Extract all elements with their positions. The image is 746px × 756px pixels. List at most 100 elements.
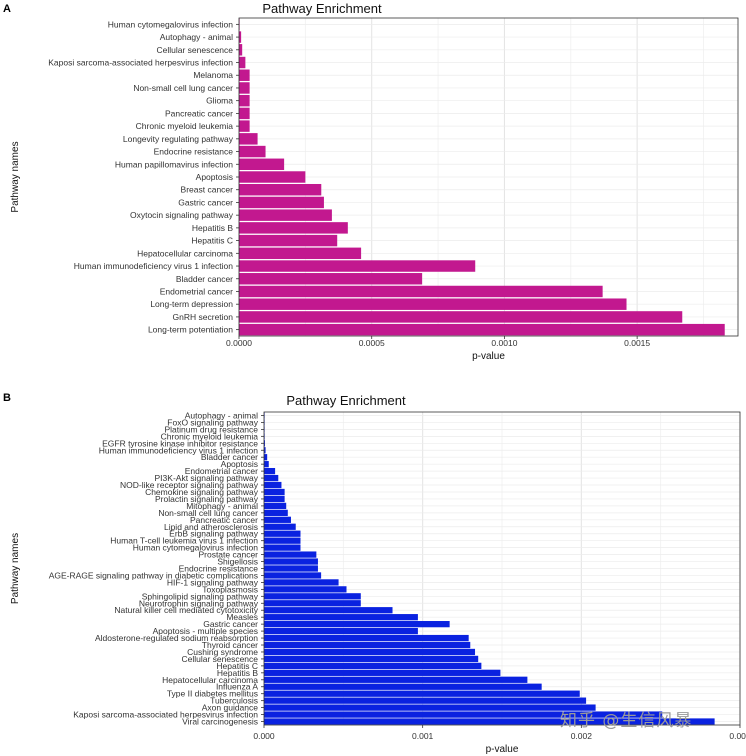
panel-a-bar xyxy=(239,196,324,209)
panel-b-category-label: Viral carcinogenesis xyxy=(182,717,258,727)
panel-a-category-label: Gastric cancer xyxy=(178,197,233,207)
panel-b-category-label: Chronic myeloid leukemia xyxy=(161,431,259,441)
panel-a-bar xyxy=(239,171,306,183)
panel-b-bar xyxy=(264,627,418,635)
panel-b-category-label: Hepatitis B xyxy=(217,668,258,678)
panel-b-bar xyxy=(264,614,418,621)
panel-a-bar xyxy=(239,311,683,323)
panel-b-category-label: HIF-1 signaling pathway xyxy=(167,577,259,587)
panel-b-bar xyxy=(264,634,469,642)
panel-b-plot-border xyxy=(263,411,741,726)
panel-b-bar xyxy=(264,662,482,670)
panel-a-category-label: Autophagy - animal xyxy=(160,32,233,42)
panel-b-bar xyxy=(264,454,268,461)
panel-a-category-label: Melanoma xyxy=(193,70,233,80)
panel-a-bar xyxy=(239,209,332,221)
panel-a-bar xyxy=(239,222,348,234)
panel-b-category-label: Platinum drug resistance xyxy=(164,424,258,434)
panel-b-category-label: Human cytomegalovirus infection xyxy=(133,543,258,553)
panel-b-bar xyxy=(264,683,542,690)
panel-b-bar xyxy=(264,648,476,656)
panel-b-bar xyxy=(264,690,580,697)
panel-b-label: B xyxy=(3,392,11,404)
panel-b-bar xyxy=(264,586,347,593)
panel-a-bar xyxy=(239,183,322,196)
panel-a-category-label: Bladder cancer xyxy=(176,274,233,284)
panel-a-bar xyxy=(239,298,627,310)
panel-b-category-label: EGFR tyrosine kinase inhibitor resistanc… xyxy=(102,438,258,448)
panel-b-xtick-label: 0.003 xyxy=(729,731,746,741)
panel-b-bar xyxy=(264,718,715,725)
panel-b-category-label: Endocrine resistance xyxy=(179,564,259,574)
panel-a-category-label: Endocrine resistance xyxy=(154,147,234,157)
panel-a-category-label: Human papillomavirus infection xyxy=(115,159,233,169)
panel-b-category-label: Aldosterone-regulated sodium reabsorptio… xyxy=(95,633,258,643)
panel-b-title: Pathway Enrichment xyxy=(286,393,406,408)
panel-a-category-label: GnRH secretion xyxy=(173,312,234,322)
panel-a-xlabel: p-value xyxy=(472,351,505,362)
panel-b-bar xyxy=(264,711,663,718)
panel-a-ylabel: Pathway names xyxy=(10,141,21,212)
panel-b-category-label: Type II diabetes mellitus xyxy=(167,689,258,699)
panel-b-category-label: Gastric cancer xyxy=(203,619,258,629)
panel-b-category-label: Natural killer cell mediated cytotoxicit… xyxy=(114,605,258,615)
panel-b-bar xyxy=(264,544,301,551)
panel-b-category-label: Cellular senescence xyxy=(181,654,258,664)
panel-b-category-label: Chemokine signaling pathway xyxy=(145,487,259,497)
panel-b-bar xyxy=(264,655,479,663)
panel-a-bar xyxy=(239,120,250,132)
panel-a-bar xyxy=(239,56,246,69)
panel-b-bar xyxy=(264,607,393,614)
panel-b-category-label: FoxO signaling pathway xyxy=(167,417,258,427)
panel-b-bar xyxy=(264,523,296,530)
panel-a-category-label: Apoptosis xyxy=(196,172,233,182)
panel-b-bar xyxy=(264,621,450,628)
panel-b-category-label: ErbB signaling pathway xyxy=(169,529,259,539)
panel-b-bar xyxy=(264,474,279,482)
panel-b-bar xyxy=(264,600,361,607)
panel-a-category-label: Kaposi sarcoma-associated herpesvirus in… xyxy=(48,58,233,68)
panel-b-category-label: Shigellosis xyxy=(217,557,258,567)
panel-a-category-label: Long-term potentiation xyxy=(148,325,233,335)
panel-b-category-label: Cushing syndrome xyxy=(187,647,258,657)
panel-b-bar xyxy=(264,440,265,447)
panel-a-xtick-label: 0.0000 xyxy=(226,338,252,348)
panel-b-bar xyxy=(264,481,282,489)
panel-b-category-label: Human T-cell leukemia virus 1 infection xyxy=(110,536,258,546)
panel-a-label: A xyxy=(3,3,11,15)
panel-b-xtick-label: 0.001 xyxy=(412,731,434,741)
panel-a-bar xyxy=(239,82,250,94)
panel-b-category-label: PI3K-Akt signaling pathway xyxy=(155,473,259,483)
panel-a-category-label: Hepatitis C xyxy=(191,236,233,246)
panel-b-category-label: Prolactin signaling pathway xyxy=(155,494,259,504)
panel-a-bar xyxy=(239,158,285,171)
panel-a-category-label: Breast cancer xyxy=(181,185,234,195)
panel-a-bar xyxy=(239,323,725,336)
panel-b-category-label: Non-small cell lung cancer xyxy=(158,508,258,518)
panel-a-category-label: Endometrial cancer xyxy=(160,286,233,296)
panel-b-bar xyxy=(264,509,288,516)
panel-b-category-label: Bladder cancer xyxy=(201,452,258,462)
panel-b-xlabel: p-value xyxy=(486,744,519,755)
panel-b-bar xyxy=(264,565,318,572)
panel-a-category-label: Hepatocellular carcinoma xyxy=(137,248,233,258)
panel-b-bar xyxy=(264,593,361,600)
panel-b-category-label: Measles xyxy=(226,612,258,622)
panel-b-bar xyxy=(264,488,285,496)
panel-b-xtick-label: 0.000 xyxy=(253,731,275,741)
panel-a-xtick-label: 0.0010 xyxy=(491,338,517,348)
panel-a-bar xyxy=(239,247,362,260)
panel-a-category-label: Glioma xyxy=(206,96,233,106)
panel-b-bar xyxy=(264,697,587,704)
panel-b-category-label: Mitophagy - animal xyxy=(186,501,258,511)
panel-a-bar xyxy=(239,273,423,285)
panel-a-category-label: Pancreatic cancer xyxy=(165,108,233,118)
panel-b-bar xyxy=(264,579,339,586)
panel-b-category-label: Apoptosis - multiple species xyxy=(153,626,258,636)
panel-a-category-label: Longevity regulating pathway xyxy=(123,134,234,144)
panel-a-bar xyxy=(239,31,242,43)
panel-b-xtick-label: 0.002 xyxy=(571,731,593,741)
panel-a-bar xyxy=(239,107,250,120)
panel-b-category-label: Thyroid cancer xyxy=(202,640,258,650)
panel-a-bar xyxy=(239,285,603,298)
